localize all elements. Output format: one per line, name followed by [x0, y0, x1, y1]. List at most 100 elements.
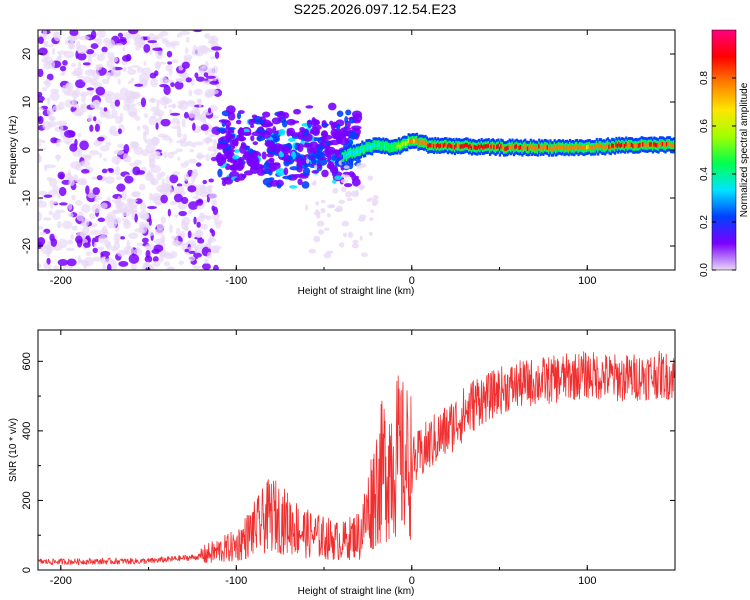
spectrogram-cell [65, 83, 72, 90]
spectrogram-cell [82, 226, 90, 235]
y-tick-label: 400 [21, 422, 33, 440]
spectrogram-cell [193, 113, 203, 120]
spectrogram-cell [154, 152, 161, 160]
spectrogram-cell [352, 149, 356, 155]
spectrogram-cell [211, 46, 222, 51]
spectrogram-cell [459, 144, 462, 149]
spectrogram-cell [481, 145, 485, 150]
spectrogram-cell [101, 78, 110, 85]
spectrogram-cell [316, 212, 321, 219]
spectrogram-cell [428, 143, 431, 148]
spectrogram-cell [180, 230, 186, 239]
spectrogram-cell [101, 168, 108, 174]
spectrogram-cell [222, 130, 234, 134]
spectrogram-cell [382, 142, 385, 148]
spectrogram-cell [257, 135, 262, 142]
spectrogram-cell [111, 155, 122, 165]
spectrogram-cell [213, 264, 219, 270]
spectrogram-cell [134, 115, 141, 121]
spectrogram-cell [203, 72, 209, 78]
chart-title: S225.2026.097.12.54.E23 [294, 1, 457, 17]
spectrogram-cell [69, 30, 79, 37]
spectrogram-cell [38, 111, 42, 117]
spectrogram-cell [597, 145, 600, 151]
spectrogram-cell [320, 136, 327, 141]
spectrogram-cell [57, 259, 69, 266]
spectrogram-cell [232, 154, 240, 160]
spectrogram-cell [540, 144, 544, 150]
spectrogram-cell [559, 145, 562, 150]
spectrogram-cell [415, 138, 419, 143]
spectrogram-cell [168, 137, 173, 144]
spectrogram-cell [188, 201, 199, 210]
spectrogram-cell [340, 186, 347, 192]
spectrogram-cell [110, 130, 119, 136]
spectrogram-cell [81, 169, 90, 174]
spectrogram-cell [77, 148, 83, 159]
spectrogram-cell [121, 190, 127, 201]
spectrogram-cell [321, 123, 329, 127]
spectrogram-cell [411, 138, 414, 143]
spectrogram-cell [276, 110, 286, 119]
spectrogram-cell [61, 85, 67, 94]
colorbar-ticks: 0.0 0.2 0.4 0.6 0.8 [699, 71, 736, 277]
spectrogram-cell [592, 145, 596, 151]
spectrogram-cell [369, 145, 372, 150]
spectrogram-cell [192, 122, 196, 131]
spectrogram-cell [484, 144, 487, 149]
spectrogram-cell [357, 149, 360, 154]
spectrogram-cell [188, 89, 193, 97]
spectrogram-cell [480, 143, 483, 148]
spectrogram-cell [149, 178, 159, 186]
spectrogram-cell [344, 152, 347, 157]
spectrogram-cell [178, 210, 187, 217]
spectrogram-cell [38, 190, 48, 196]
spectrogram-cell [113, 233, 121, 243]
spectrogram-cell [168, 67, 173, 76]
spectrogram-cell [536, 146, 539, 152]
spectrogram-cell [81, 162, 86, 166]
spectrogram-cell [205, 153, 210, 162]
spectrogram-cell [96, 174, 103, 181]
spectrogram-cell [225, 132, 233, 141]
spectrogram-cell [176, 120, 181, 127]
spectrogram-cell [371, 145, 374, 150]
spectrogram-cell [542, 146, 545, 151]
spectrogram-cell [361, 146, 364, 151]
spectrogram-cell [651, 143, 655, 148]
spectrogram-cell [84, 256, 94, 267]
spectrogram-cell [581, 145, 584, 150]
spectrogram-cell [309, 141, 319, 150]
spectrogram-cell [302, 130, 308, 137]
spectrogram-cell [281, 119, 288, 128]
spectrogram-cell [154, 61, 162, 69]
snr-y-label: SNR (10 * v/v) [8, 418, 19, 482]
spectrogram-cell [171, 59, 179, 64]
spectrogram-cell [210, 245, 219, 254]
spectrogram-cell [38, 143, 42, 147]
spectrogram-cell [307, 145, 312, 155]
spectrogram-cell [204, 33, 211, 39]
spectrogram-cell [237, 127, 245, 137]
spectrogram-cell [102, 225, 108, 236]
spectrogram-cell [532, 144, 535, 150]
spectrogram-cell [604, 145, 607, 150]
spectrogram-cell [365, 144, 368, 150]
spectrogram-cell [668, 141, 671, 146]
spectrogram-cell [179, 141, 189, 147]
spectrogram-cell [168, 109, 173, 114]
spectrogram-cell [194, 245, 199, 254]
spectrogram-cell [253, 163, 264, 170]
spectrogram-cell [282, 175, 293, 180]
spectrogram-cell [557, 144, 560, 149]
spectrogram-cell [116, 203, 124, 208]
spectrogram-cell [56, 139, 63, 144]
spectrogram-cell [48, 115, 56, 121]
spectrogram-cell [119, 112, 124, 122]
spectrogram-cell [350, 150, 353, 155]
spectrogram-cell [138, 72, 150, 83]
spectrogram-cell [131, 191, 140, 198]
spectrogram-cell [209, 80, 220, 85]
spectrogram-cell [66, 239, 74, 245]
spectrogram-cell [275, 168, 286, 177]
